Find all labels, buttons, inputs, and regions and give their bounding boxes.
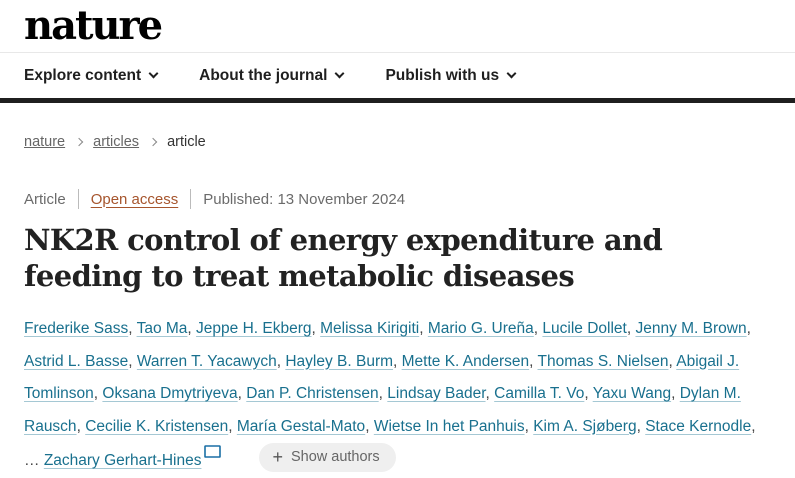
chevron-down-icon <box>506 68 517 79</box>
main-nav: Explore content About the journal Publis… <box>0 53 795 103</box>
page-title: NK2R control of energy expenditure and f… <box>24 223 663 293</box>
author-separator: , <box>485 385 495 402</box>
nav-about-the-journal[interactable]: About the journal <box>199 66 345 85</box>
author-separator: , <box>419 320 428 337</box>
email-envelope-icon[interactable] <box>204 445 222 458</box>
author-separator: , <box>237 385 247 402</box>
nav-publish-with-us[interactable]: Publish with us <box>385 66 517 85</box>
author-separator: , <box>636 417 646 435</box>
author-separator: , <box>276 352 286 370</box>
author-separator: , <box>524 417 534 435</box>
nav-label: Explore content <box>24 66 142 84</box>
show-authors-label: Show authors <box>290 449 380 465</box>
corresponding-author-link[interactable]: Zachary Gerhart-Hines <box>43 452 202 469</box>
breadcrumb-current: article <box>167 134 206 150</box>
nav-label: About the journal <box>199 66 328 84</box>
breadcrumb: nature articles article <box>24 134 771 150</box>
author-list-paragraph: Frederike Sass, Tao Ma, Jeppe H. Ekberg,… <box>24 313 766 478</box>
author-link[interactable]: Camilla T. Vo <box>494 385 585 402</box>
author-separator: , <box>746 320 751 337</box>
author-link[interactable]: Oksana Dmytriyeva <box>102 385 238 402</box>
author-link[interactable]: Wietse In het Panhuis <box>373 417 525 435</box>
author-separator: , <box>187 320 197 337</box>
author-link[interactable]: María Gestal-Mato <box>236 417 366 435</box>
author-separator: , <box>668 352 677 370</box>
author-separator: , <box>533 320 543 337</box>
author-link[interactable]: Melissa Kirigiti <box>320 320 420 337</box>
author-separator: , <box>228 417 237 435</box>
author-link[interactable]: Astrid L. Basse <box>24 352 129 370</box>
author-link[interactable]: Dan P. Christensen <box>246 385 379 402</box>
divider <box>77 189 79 209</box>
nature-logo[interactable]: nature <box>24 2 163 49</box>
author-link[interactable]: Jeppe H. Ekberg <box>196 320 312 337</box>
nav-label: Publish with us <box>385 66 500 84</box>
breadcrumb-link-nature[interactable]: nature <box>24 134 66 150</box>
author-link[interactable]: Thomas S. Nielsen <box>537 352 669 370</box>
author-separator: , <box>128 320 137 337</box>
author-list: Frederike Sass, Tao Ma, Jeppe H. Ekberg,… <box>24 320 756 469</box>
author-separator: , <box>529 352 538 370</box>
article-page-content: nature articles article Article Open acc… <box>0 134 795 478</box>
author-link[interactable]: Frederike Sass <box>24 320 129 337</box>
author-link[interactable]: Cecilie K. Kristensen <box>85 417 229 435</box>
author-link[interactable]: Hayley B. Burm <box>285 352 394 370</box>
author-separator: , <box>393 352 402 370</box>
author-link[interactable]: Mario G. Ureña <box>427 320 534 337</box>
author-link[interactable]: Stace Kernodle <box>645 417 752 435</box>
author-link[interactable]: Kim A. Sjøberg <box>533 417 637 435</box>
author-separator: , <box>128 352 137 370</box>
authors-ellipsis: … <box>24 452 44 469</box>
author-separator: , <box>93 385 103 402</box>
chevron-right-icon <box>148 137 158 147</box>
author-separator: , <box>378 385 388 402</box>
open-access-link[interactable]: Open access <box>90 190 179 208</box>
author-link[interactable]: Jenny M. Brown <box>635 320 747 337</box>
author-separator: , <box>76 417 86 435</box>
breadcrumb-link-articles[interactable]: articles <box>93 134 140 150</box>
author-link[interactable]: Lindsay Bader <box>387 385 486 402</box>
chevron-down-icon <box>334 68 345 79</box>
author-link[interactable]: Lucile Dollet <box>542 320 627 337</box>
divider <box>190 189 192 209</box>
author-link[interactable]: Yaxu Wang <box>592 385 672 402</box>
author-link[interactable]: Mette K. Andersen <box>401 352 530 370</box>
article-meta: Article Open access Published: 13 Novemb… <box>24 189 771 209</box>
author-separator: , <box>671 385 680 402</box>
author-separator: , <box>365 417 374 435</box>
article-type-label: Article <box>24 190 66 208</box>
author-separator: , <box>311 320 321 337</box>
author-link[interactable]: Tao Ma <box>136 320 188 337</box>
author-separator: , <box>751 417 756 435</box>
author-separator: , <box>626 320 636 337</box>
author-link[interactable]: Warren T. Yacawych <box>136 352 277 370</box>
published-date: Published: 13 November 2024 <box>203 190 406 208</box>
chevron-right-icon <box>74 137 84 147</box>
show-authors-button[interactable]: + Show authors <box>259 443 396 472</box>
author-separator: , <box>584 385 593 402</box>
chevron-down-icon <box>148 68 159 79</box>
plus-icon: + <box>272 447 283 467</box>
author-link[interactable]: Dylan M. Rausch <box>24 385 741 435</box>
nav-explore-content[interactable]: Explore content <box>24 66 159 85</box>
site-header: nature <box>0 0 795 53</box>
author-link[interactable]: Abigail J. Tomlinson <box>24 352 740 403</box>
